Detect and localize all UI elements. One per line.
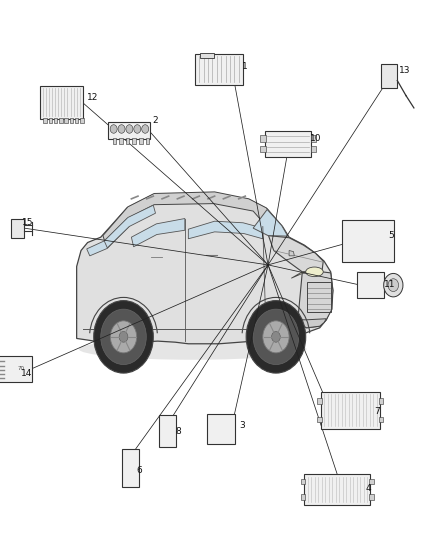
Bar	[260, 135, 265, 142]
Text: 13: 13	[399, 66, 410, 75]
Circle shape	[118, 125, 125, 133]
Bar	[49, 118, 52, 123]
Bar	[260, 146, 265, 152]
Polygon shape	[291, 272, 322, 278]
Bar	[159, 415, 176, 447]
Circle shape	[119, 332, 128, 342]
Bar	[317, 417, 321, 422]
Circle shape	[110, 125, 117, 133]
Bar	[11, 219, 24, 238]
Polygon shape	[131, 219, 185, 247]
Polygon shape	[104, 205, 155, 248]
Polygon shape	[103, 192, 280, 243]
Bar	[357, 272, 384, 298]
Bar	[369, 495, 374, 500]
Text: 1: 1	[242, 62, 248, 70]
Bar	[119, 138, 123, 143]
Ellipse shape	[306, 267, 323, 277]
Bar	[40, 86, 83, 119]
Text: 12: 12	[87, 93, 99, 101]
Bar	[379, 399, 384, 404]
Bar	[0, 356, 32, 382]
Text: 4: 4	[365, 484, 371, 492]
Bar	[307, 282, 331, 312]
Text: 70: 70	[18, 366, 24, 372]
Bar	[64, 118, 68, 123]
Polygon shape	[188, 221, 263, 239]
Bar	[122, 449, 139, 487]
Bar	[301, 479, 305, 484]
Circle shape	[384, 273, 403, 297]
Text: 3: 3	[239, 421, 245, 430]
Bar	[59, 118, 63, 123]
Circle shape	[388, 279, 399, 292]
Bar	[145, 138, 149, 143]
Text: 14: 14	[21, 369, 32, 377]
Bar	[195, 54, 243, 85]
Bar	[311, 135, 316, 142]
Circle shape	[94, 301, 153, 373]
Bar	[75, 118, 78, 123]
Bar	[54, 118, 57, 123]
Circle shape	[134, 125, 141, 133]
Bar	[369, 479, 374, 484]
Circle shape	[253, 309, 299, 365]
Bar	[126, 138, 130, 143]
Bar	[70, 118, 73, 123]
Bar	[139, 138, 143, 143]
Bar	[321, 392, 380, 429]
Bar	[311, 146, 316, 152]
Circle shape	[110, 321, 137, 353]
Bar	[200, 53, 214, 58]
Bar	[133, 138, 136, 143]
Text: 6: 6	[136, 466, 142, 474]
Polygon shape	[298, 319, 326, 328]
Bar	[342, 220, 394, 262]
Polygon shape	[289, 251, 294, 256]
Bar	[207, 415, 236, 443]
Bar	[109, 122, 150, 139]
Circle shape	[263, 321, 289, 353]
Polygon shape	[298, 272, 333, 328]
Bar	[43, 118, 47, 123]
Text: 11: 11	[384, 280, 396, 289]
Bar	[379, 417, 384, 422]
Text: 2: 2	[152, 117, 158, 125]
Polygon shape	[77, 193, 333, 344]
Ellipse shape	[79, 338, 307, 360]
Text: 8: 8	[176, 427, 182, 436]
Text: 7: 7	[374, 407, 381, 416]
Text: 5: 5	[388, 231, 394, 240]
Polygon shape	[87, 219, 129, 256]
Polygon shape	[253, 209, 288, 236]
Bar	[301, 495, 305, 500]
Circle shape	[246, 301, 306, 373]
Circle shape	[101, 309, 146, 365]
Bar	[265, 131, 311, 157]
Circle shape	[272, 332, 280, 342]
Text: 15: 15	[22, 218, 34, 227]
Bar	[304, 474, 370, 505]
Bar	[80, 118, 84, 123]
Bar	[317, 399, 321, 404]
Circle shape	[126, 125, 133, 133]
Polygon shape	[268, 236, 323, 272]
Bar	[381, 63, 397, 87]
Bar	[113, 138, 117, 143]
Text: 10: 10	[310, 134, 321, 143]
Circle shape	[142, 125, 149, 133]
